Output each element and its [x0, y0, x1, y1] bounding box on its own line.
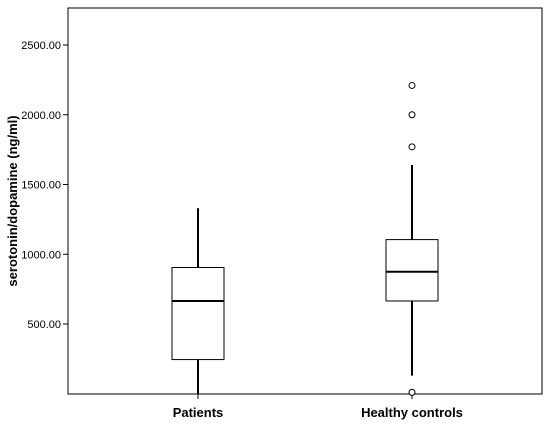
plot-frame	[67, 7, 543, 395]
y-tick-label: 1500.00	[21, 180, 61, 192]
box-group	[171, 208, 225, 394]
y-axis: 500.00 1000.00 1500.00 2000.00 2500.00	[21, 40, 68, 331]
x-tick-label: Healthy controls	[361, 405, 463, 420]
y-tick-label: 500.00	[27, 319, 61, 331]
box-series	[171, 81, 439, 396]
y-tick-label: 1000.00	[21, 249, 61, 261]
box-group	[385, 81, 439, 396]
outlier-point	[408, 388, 416, 396]
box-iqr	[171, 267, 225, 361]
y-tick-label: 2500.00	[21, 40, 61, 52]
x-tick-label: Patients	[173, 405, 224, 420]
y-tick-label: 2000.00	[21, 110, 61, 122]
outlier-point	[408, 143, 416, 151]
x-axis: Patients Healthy controls	[173, 394, 463, 420]
y-axis-title: serotonin/dopamine (ng/ml)	[5, 115, 20, 286]
outlier-point	[408, 111, 416, 119]
box-iqr	[385, 239, 439, 302]
outlier-point	[408, 81, 416, 89]
